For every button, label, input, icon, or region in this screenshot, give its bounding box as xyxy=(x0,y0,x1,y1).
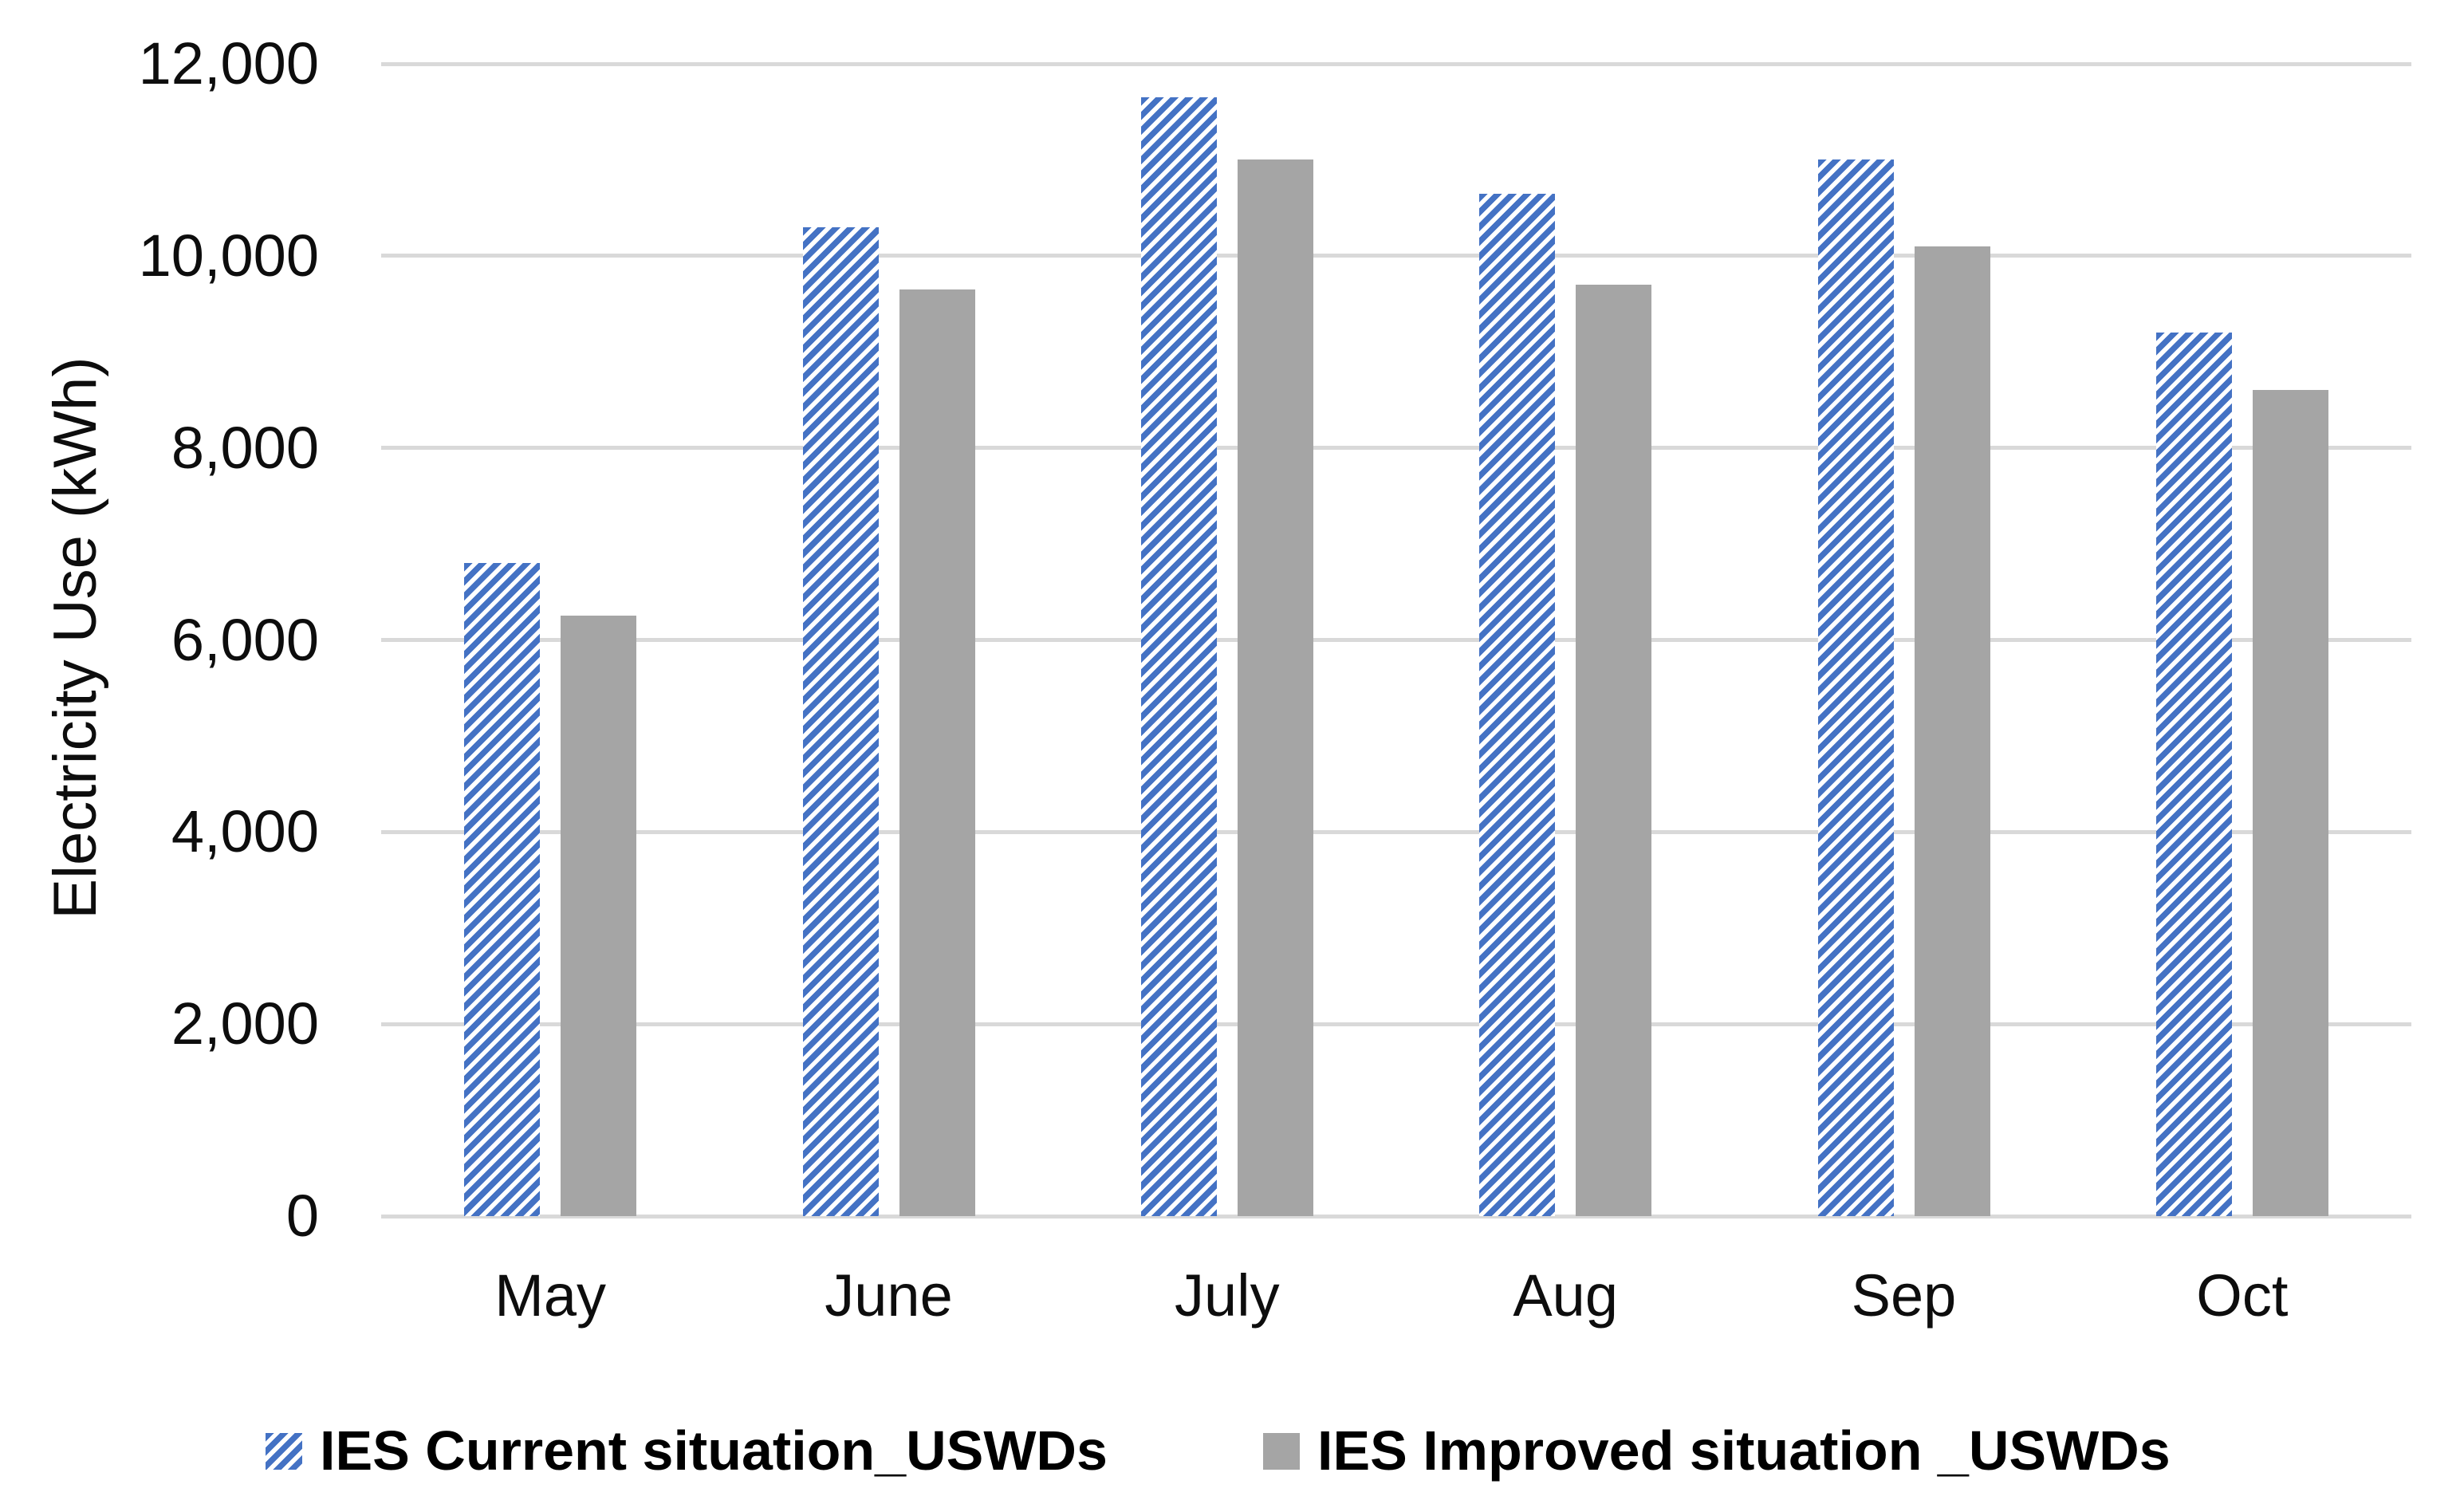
bar-current-june xyxy=(802,226,879,1216)
bar-improved-july xyxy=(1237,159,1313,1216)
gridline xyxy=(381,638,2411,642)
gridline xyxy=(381,1022,2411,1026)
bar-current-aug xyxy=(1479,193,1556,1216)
y-axis-tick-label: 10,000 xyxy=(138,222,319,289)
bar-improved-may xyxy=(561,616,637,1216)
y-axis-tick-label: 4,000 xyxy=(171,798,319,865)
gridline xyxy=(381,446,2411,451)
bar-improved-aug xyxy=(1576,284,1652,1216)
legend-label-improved: IES Improved situation _USWDs xyxy=(1317,1419,2171,1482)
legend-swatch-solid-icon xyxy=(1263,1432,1300,1470)
legend-entry-current: IES Current situation_USWDs xyxy=(266,1420,1108,1482)
gridline xyxy=(381,1214,2411,1219)
bar-current-july xyxy=(1140,97,1217,1216)
bar-current-may xyxy=(464,563,541,1216)
legend-swatch-hatched-icon xyxy=(266,1432,302,1470)
y-axis-tick-label: 2,000 xyxy=(171,990,319,1057)
bar-improved-june xyxy=(899,289,975,1216)
bar-improved-oct xyxy=(2252,390,2328,1216)
y-axis-tick-label: 12,000 xyxy=(138,30,319,96)
y-axis-tick-label: 0 xyxy=(285,1183,319,1249)
gridline xyxy=(381,254,2411,258)
gridline xyxy=(381,61,2411,66)
x-category-label-june: June xyxy=(825,1262,953,1329)
bar-improved-sep xyxy=(1914,246,1990,1216)
bar-current-sep xyxy=(1817,159,1894,1216)
y-axis-tick-label: 6,000 xyxy=(171,606,319,673)
bar-current-oct xyxy=(2155,333,2232,1216)
legend-label-current: IES Current situation_USWDs xyxy=(320,1419,1108,1482)
x-category-label-july: July xyxy=(1175,1262,1280,1329)
x-category-label-may: May xyxy=(494,1262,607,1329)
x-category-label-oct: Oct xyxy=(2196,1262,2289,1329)
x-category-label-sep: Sep xyxy=(1851,1262,1957,1329)
y-axis-tick-label: 8,000 xyxy=(171,414,319,481)
gridline xyxy=(381,829,2411,834)
legend-entry-improved: IES Improved situation _USWDs xyxy=(1263,1420,2171,1482)
x-category-label-aug: Aug xyxy=(1513,1262,1618,1329)
